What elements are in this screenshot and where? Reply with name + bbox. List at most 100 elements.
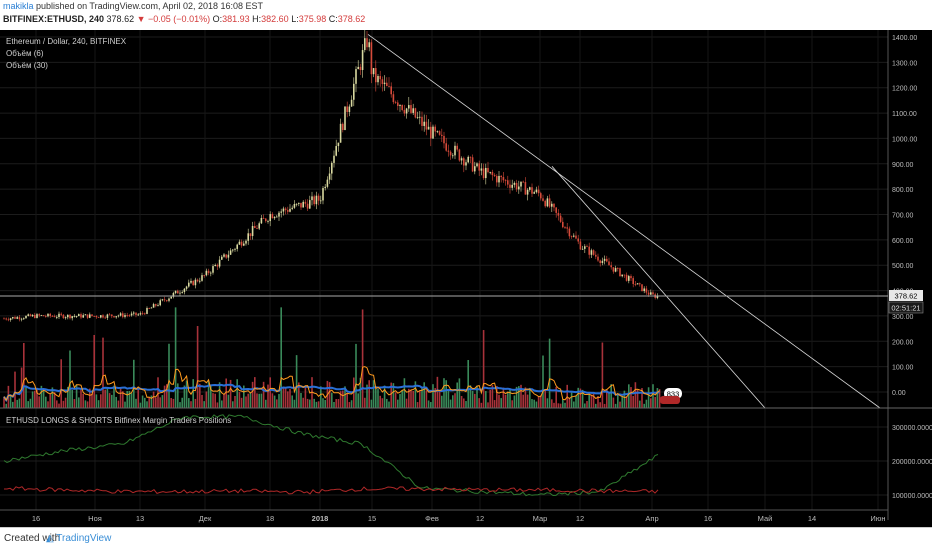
candle-body [287, 210, 289, 212]
volume-bar [542, 355, 544, 408]
candle-body [100, 315, 102, 318]
candle-body [168, 298, 170, 301]
candle-body [650, 292, 652, 295]
candle-body [93, 315, 95, 317]
candle-body [542, 198, 544, 201]
chart-header: makikla published on TradingView.com, Ap… [0, 0, 932, 30]
volume-bar [581, 389, 584, 408]
chart-canvas[interactable]: Ethereum / Dollar, 240, BITFINEX Объём (… [0, 28, 932, 527]
candle-body [205, 270, 208, 276]
volume-bar [170, 397, 172, 408]
volume-bar [608, 391, 610, 408]
volume-bar [397, 399, 399, 408]
time-tick-label: 13 [136, 514, 144, 523]
candle-body [313, 196, 315, 205]
candle-body [553, 203, 555, 208]
volume-bar [227, 394, 230, 408]
volume-bar [115, 396, 117, 408]
tradingview-logo-icon[interactable]: ◭ TradingView [46, 533, 112, 544]
candle-body [29, 314, 32, 317]
candle-body [612, 267, 615, 272]
candle-body [249, 233, 252, 237]
volume-bar [513, 395, 516, 408]
volume-bar [148, 397, 150, 408]
candle-body [482, 168, 485, 179]
price-axis-labels: 1400.00 1300.00 1200.00 1100.00 1000.00 900.0… [892, 35, 917, 397]
volume-bar [183, 385, 186, 408]
volume-bar [95, 394, 98, 408]
time-tick-label: 16 [32, 514, 40, 523]
candle-body [588, 246, 590, 255]
candle-body [311, 196, 313, 201]
volume-bar [284, 387, 287, 408]
volume-bar [320, 386, 322, 408]
volume-bar [133, 359, 135, 408]
volume-bar [548, 338, 551, 408]
volume-bar [295, 355, 298, 408]
volume-bar [463, 398, 465, 408]
candle-body [511, 184, 513, 188]
volume-bar [38, 396, 40, 408]
volume-bar [271, 393, 274, 408]
candle-body [113, 316, 115, 318]
candle-body [333, 155, 335, 163]
volume-bar [524, 387, 527, 408]
candle-body [282, 208, 285, 212]
volume-bar [128, 390, 131, 408]
candle-body [590, 250, 593, 255]
volume-bar [597, 396, 599, 408]
volume-bar [584, 403, 586, 408]
candle-body [157, 305, 159, 306]
volume-bar [623, 390, 626, 408]
volume-bar [337, 399, 340, 408]
candle-body [111, 314, 113, 317]
volume-bar [480, 402, 483, 408]
volume-bar [634, 382, 637, 408]
volume-bar [612, 397, 615, 408]
volume-bar [47, 401, 49, 408]
volume-bar [650, 398, 652, 408]
volume-bar [412, 390, 414, 408]
volume-bar [40, 385, 43, 408]
candle-body [449, 151, 452, 156]
candle-body [592, 250, 595, 255]
candle-body [269, 214, 271, 222]
candle-body [258, 223, 260, 229]
tradingview-brand[interactable]: TradingView [56, 533, 112, 544]
volume-bar [339, 391, 342, 408]
candle-body [166, 300, 168, 302]
volume-bar [590, 394, 593, 408]
volume-bar [496, 386, 498, 408]
candle-body [634, 284, 637, 285]
candle-body [306, 203, 309, 209]
volume-bar [157, 377, 159, 408]
volume-bar [570, 392, 573, 408]
volume-bar [625, 396, 628, 408]
chart-area[interactable]: Ethereum / Dollar, 240, BITFINEX Объём (… [0, 28, 932, 527]
volume-bar [254, 377, 256, 408]
time-tick-label: Мар [533, 514, 548, 523]
high-value: 382.60 [261, 14, 289, 24]
volume-bar [174, 307, 177, 408]
volume-bar [201, 394, 203, 408]
candle-body [423, 121, 425, 126]
volume-bar [214, 393, 216, 408]
candle-body [51, 315, 54, 317]
volume-bar [645, 399, 648, 408]
volume-bar [203, 401, 205, 408]
indicator-lines [3, 414, 659, 497]
volume-bar [64, 397, 67, 408]
candle-body [339, 123, 342, 143]
candle-body [436, 131, 439, 133]
candle-body [322, 188, 324, 201]
volume-bar [249, 392, 252, 408]
author-link[interactable]: makikla [3, 1, 34, 11]
indicator-axis-labels: 300000.0000 200000.0000 100000.0000 [892, 425, 932, 500]
volume-bar [460, 395, 463, 408]
candle-body [603, 258, 606, 261]
volume-bar [555, 386, 557, 408]
candle-body [509, 184, 511, 188]
volume-bar [232, 401, 234, 408]
candle-body [315, 195, 318, 205]
candle-body [42, 315, 45, 317]
